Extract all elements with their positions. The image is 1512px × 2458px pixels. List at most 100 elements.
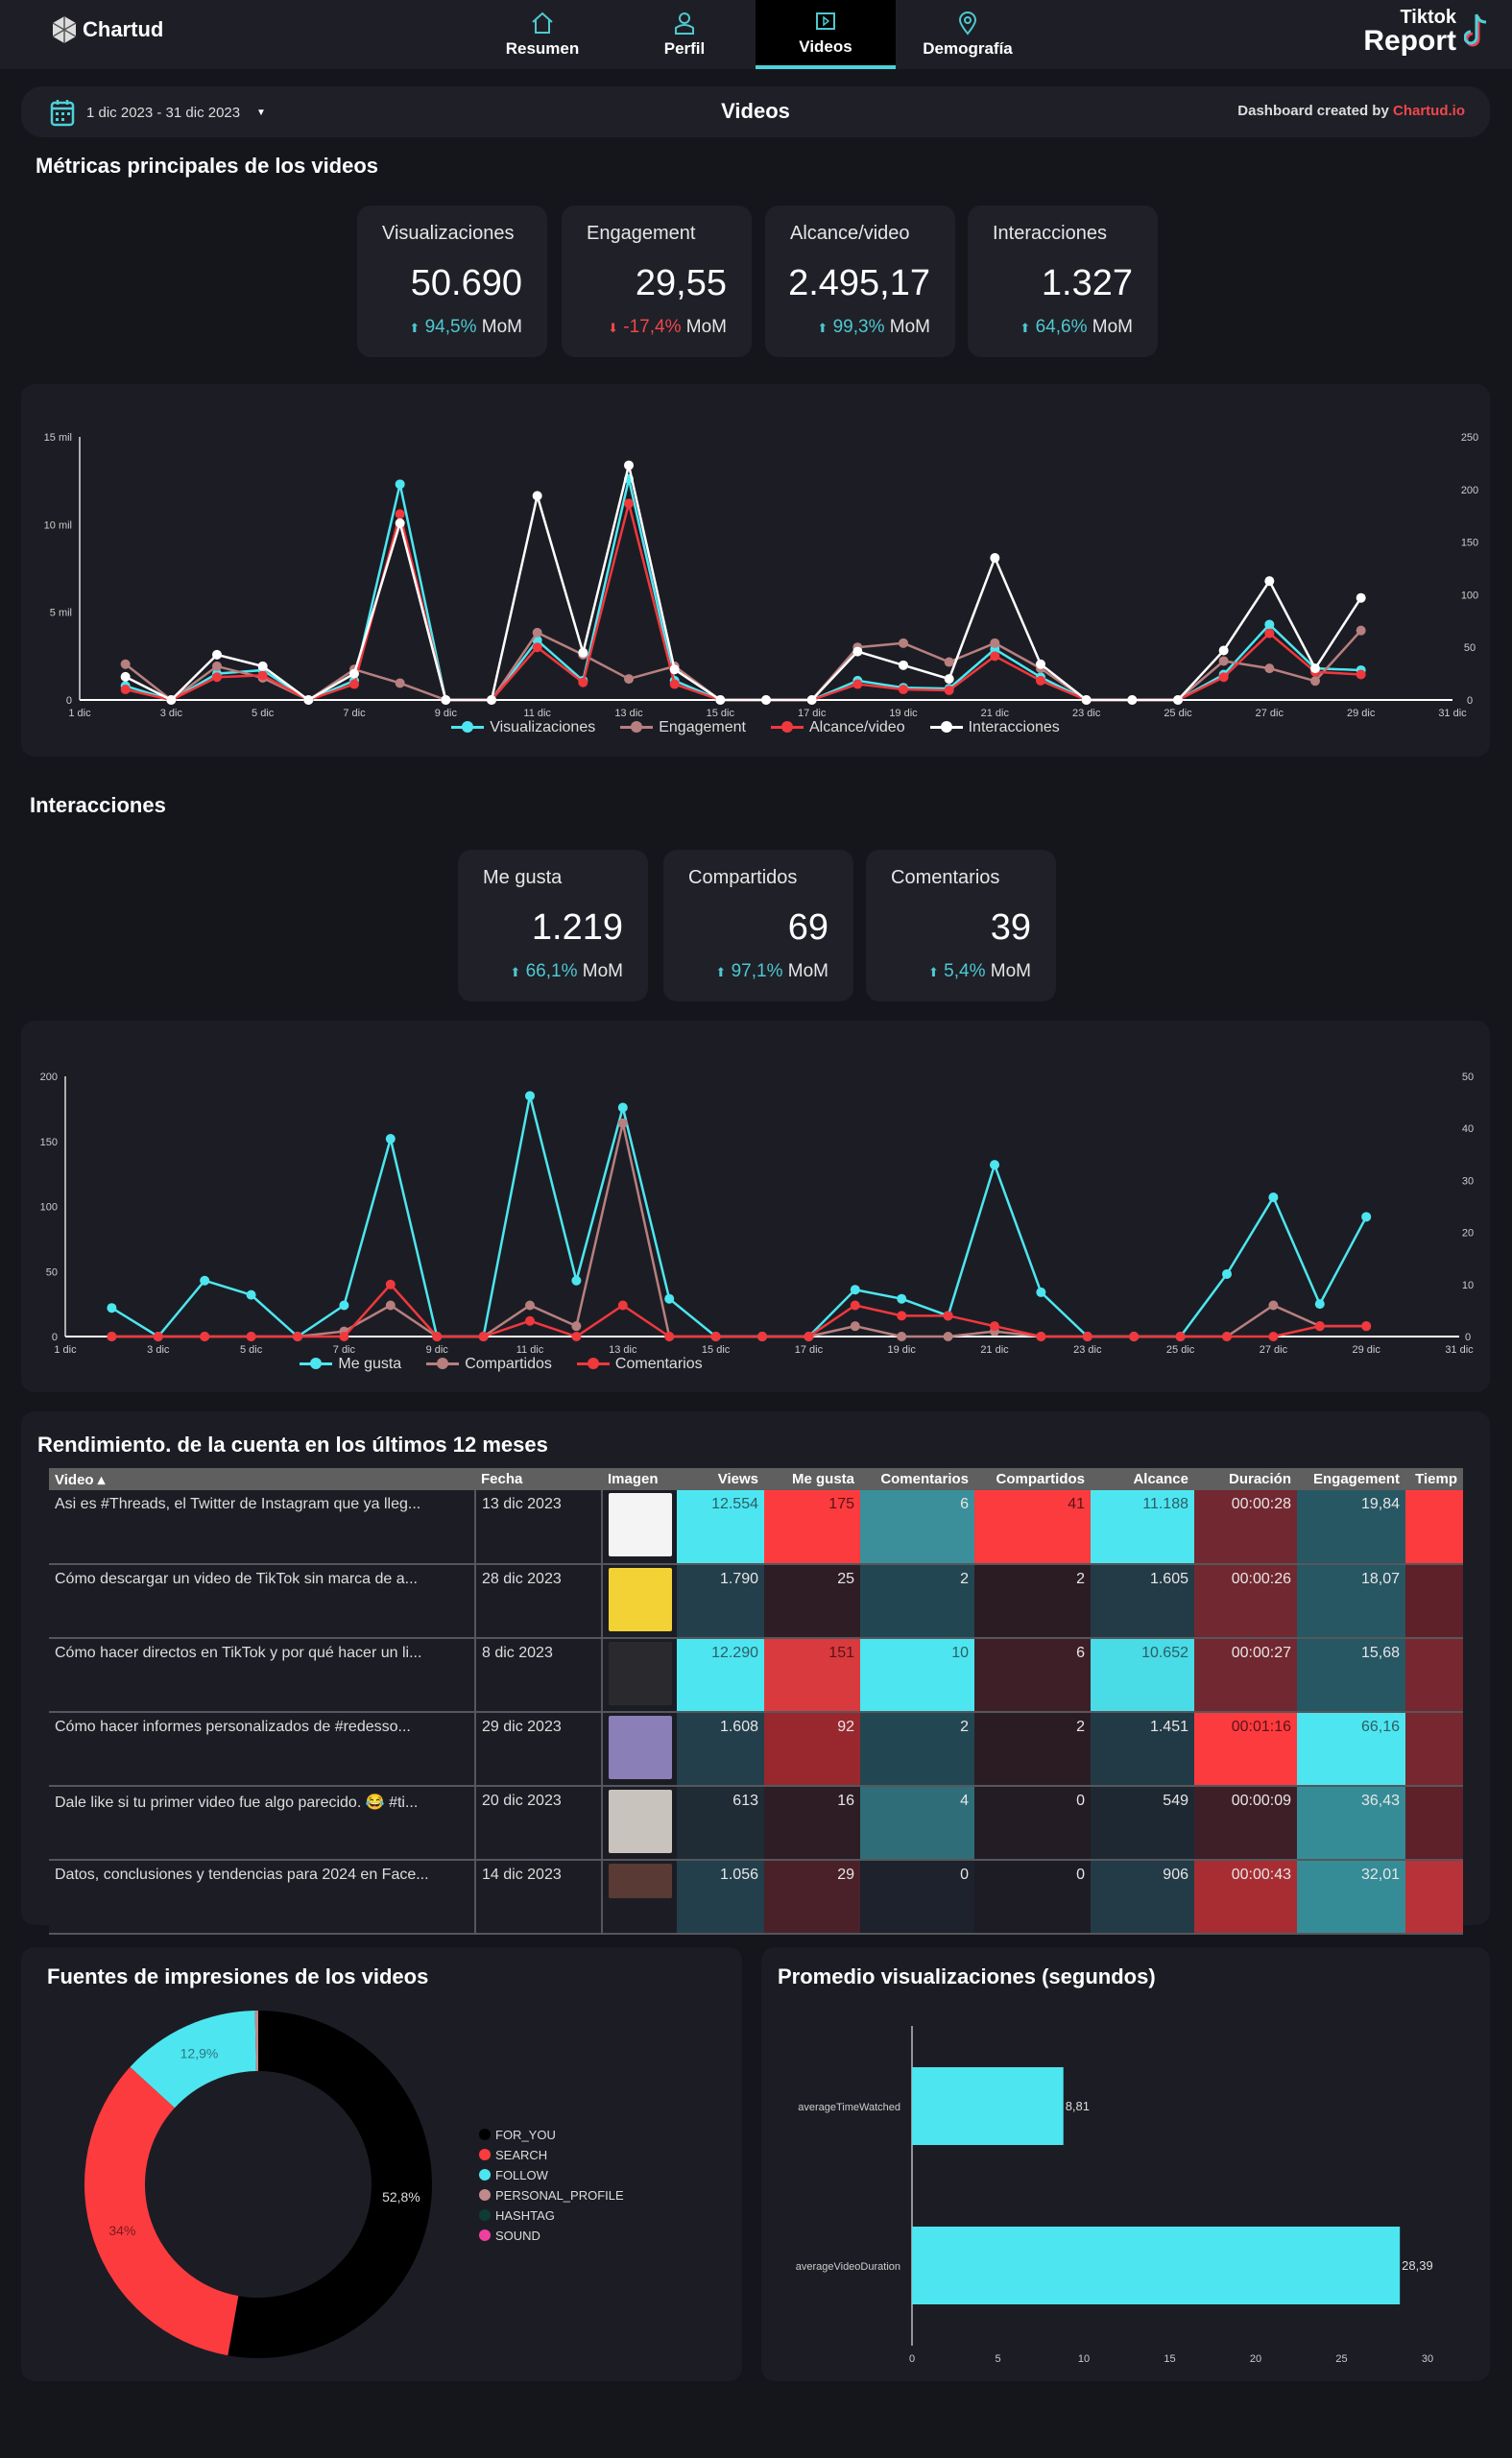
- data-point[interactable]: [571, 1321, 582, 1332]
- pie-slice-for_you[interactable]: [228, 2011, 433, 2358]
- data-point[interactable]: [395, 479, 405, 490]
- data-point[interactable]: [624, 498, 634, 509]
- data-point[interactable]: [432, 1332, 443, 1341]
- data-point[interactable]: [806, 695, 817, 705]
- data-point[interactable]: [571, 1332, 582, 1341]
- data-point[interactable]: [1361, 1321, 1372, 1332]
- data-point[interactable]: [525, 1315, 535, 1326]
- legend-item[interactable]: Interacciones: [929, 719, 1060, 736]
- data-point[interactable]: [710, 1332, 721, 1341]
- data-point[interactable]: [212, 661, 222, 671]
- video-title[interactable]: Datos, conclusiones y tendencias para 20…: [49, 1860, 476, 1935]
- video-title[interactable]: Dale like si tu primer video fue algo pa…: [49, 1786, 476, 1861]
- data-point[interactable]: [852, 679, 863, 689]
- data-point[interactable]: [1127, 695, 1138, 705]
- legend-item[interactable]: Comentarios: [576, 1356, 703, 1373]
- data-point[interactable]: [200, 1332, 210, 1341]
- data-point[interactable]: [153, 1332, 163, 1341]
- video-thumbnail[interactable]: [602, 1860, 677, 1935]
- data-point[interactable]: [395, 518, 405, 528]
- data-point[interactable]: [349, 679, 359, 689]
- data-point[interactable]: [944, 685, 954, 695]
- data-point[interactable]: [246, 1332, 256, 1341]
- data-point[interactable]: [1268, 1332, 1279, 1341]
- table-row[interactable]: Cómo descargar un video de TikTok sin ma…: [49, 1564, 1463, 1639]
- tab-videos[interactable]: Videos: [756, 0, 896, 69]
- data-point[interactable]: [349, 668, 359, 679]
- data-point[interactable]: [107, 1332, 117, 1341]
- data-point[interactable]: [578, 647, 588, 658]
- date-range-picker[interactable]: 1 dic 2023 - 31 dic 2023 ▼: [50, 98, 266, 127]
- data-point[interactable]: [990, 1321, 999, 1332]
- data-point[interactable]: [944, 657, 954, 667]
- data-point[interactable]: [669, 679, 680, 689]
- data-point[interactable]: [293, 1332, 302, 1341]
- data-point[interactable]: [1081, 695, 1092, 705]
- data-point[interactable]: [1036, 1287, 1046, 1297]
- chartud-logo[interactable]: Chartud: [50, 15, 163, 44]
- data-point[interactable]: [1310, 676, 1320, 687]
- pie-slice-follow[interactable]: [130, 2011, 256, 2109]
- video-title[interactable]: Asi es #Threads, el Twitter de Instagram…: [49, 1490, 476, 1565]
- data-point[interactable]: [1222, 1268, 1232, 1279]
- data-point[interactable]: [1314, 1321, 1325, 1332]
- video-thumbnail[interactable]: [602, 1712, 677, 1787]
- data-point[interactable]: [1361, 1212, 1372, 1222]
- column-header[interactable]: Imagen: [602, 1468, 677, 1490]
- data-point[interactable]: [899, 638, 908, 648]
- data-point[interactable]: [385, 1279, 396, 1289]
- legend-label[interactable]: FOLLOW: [495, 2168, 549, 2182]
- chartud-link[interactable]: Chartud.io: [1393, 103, 1465, 119]
- data-point[interactable]: [757, 1332, 767, 1341]
- data-point[interactable]: [1314, 1299, 1325, 1310]
- table-row[interactable]: Dale like si tu primer video fue algo pa…: [49, 1786, 1463, 1861]
- data-point[interactable]: [804, 1332, 814, 1341]
- data-point[interactable]: [1218, 656, 1229, 666]
- video-title[interactable]: Cómo hacer directos en TikTok y por qué …: [49, 1638, 476, 1713]
- video-title[interactable]: Cómo hacer informes personalizados de #r…: [49, 1712, 476, 1787]
- data-point[interactable]: [578, 677, 588, 687]
- data-point[interactable]: [897, 1311, 907, 1321]
- data-point[interactable]: [1173, 695, 1183, 705]
- data-point[interactable]: [944, 674, 954, 685]
- tab-demografia[interactable]: Demografía: [898, 0, 1038, 69]
- bar-averageTimeWatched[interactable]: [912, 2067, 1064, 2145]
- legend-label[interactable]: PERSONAL_PROFILE: [495, 2188, 624, 2203]
- data-point[interactable]: [1082, 1332, 1092, 1341]
- data-point[interactable]: [1264, 628, 1275, 639]
- data-point[interactable]: [120, 659, 131, 669]
- data-point[interactable]: [487, 695, 496, 705]
- column-header[interactable]: Video ▴: [49, 1468, 475, 1490]
- data-point[interactable]: [899, 685, 908, 695]
- video-thumbnail[interactable]: [602, 1564, 677, 1639]
- data-point[interactable]: [1218, 645, 1229, 656]
- legend-item[interactable]: Me gusta: [300, 1356, 401, 1373]
- data-point[interactable]: [257, 661, 268, 671]
- table-row[interactable]: Cómo hacer informes personalizados de #r…: [49, 1712, 1463, 1787]
- legend-item[interactable]: Compartidos: [426, 1356, 552, 1373]
- data-point[interactable]: [212, 649, 222, 660]
- legend-label[interactable]: HASHTAG: [495, 2208, 555, 2223]
- data-point[interactable]: [246, 1289, 256, 1300]
- legend-item[interactable]: Alcance/video: [770, 719, 905, 736]
- video-thumbnail[interactable]: [602, 1490, 677, 1565]
- table-row[interactable]: Datos, conclusiones y tendencias para 20…: [49, 1860, 1463, 1935]
- pie-slice-personal_profile[interactable]: [254, 2011, 258, 2072]
- data-point[interactable]: [339, 1300, 349, 1311]
- data-point[interactable]: [761, 695, 771, 705]
- column-header[interactable]: Me gusta: [764, 1468, 860, 1490]
- data-point[interactable]: [532, 491, 542, 501]
- table-row[interactable]: Asi es #Threads, el Twitter de Instagram…: [49, 1490, 1463, 1565]
- tab-resumen[interactable]: Resumen: [472, 0, 612, 69]
- column-header[interactable]: Engagement: [1297, 1468, 1405, 1490]
- data-point[interactable]: [624, 674, 634, 685]
- data-point[interactable]: [1268, 1193, 1279, 1203]
- data-point[interactable]: [1356, 592, 1366, 603]
- data-point[interactable]: [850, 1300, 860, 1311]
- data-point[interactable]: [1222, 1332, 1232, 1341]
- data-point[interactable]: [990, 638, 1000, 648]
- data-point[interactable]: [897, 1293, 907, 1304]
- data-point[interactable]: [943, 1311, 953, 1321]
- data-point[interactable]: [1036, 659, 1045, 669]
- video-thumbnail[interactable]: [602, 1786, 677, 1861]
